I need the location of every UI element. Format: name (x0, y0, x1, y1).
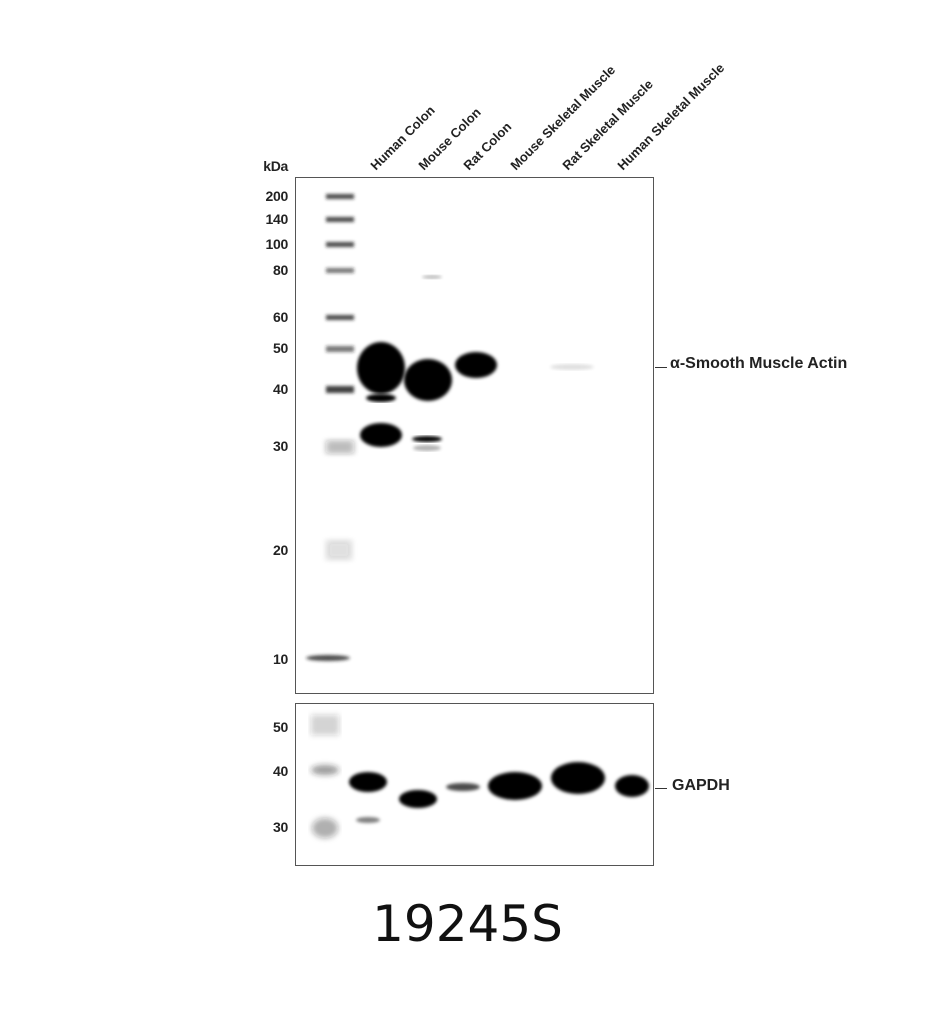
product-code: 19245S (372, 895, 563, 953)
lower-bands (349, 762, 649, 823)
marker-10: 10 (273, 651, 288, 667)
lower-target-label: GAPDH (672, 777, 730, 794)
marker-40: 40 (273, 381, 288, 397)
marker-140: 140 (265, 211, 289, 227)
kda-label: kDa (263, 158, 288, 174)
lower-marker-40: 40 (273, 763, 288, 779)
ladder-lower (311, 715, 339, 838)
lower-marker-30: 30 (273, 819, 288, 835)
upper-target-label: α-Smooth Muscle Actin (670, 355, 848, 372)
marker-30: 30 (273, 438, 288, 454)
marker-20: 20 (273, 542, 288, 558)
upper-blot-panel (295, 177, 654, 694)
marker-50: 50 (273, 340, 288, 356)
marker-60: 60 (273, 309, 288, 325)
marker-100: 100 (265, 236, 289, 252)
gapdh-pointer-line (655, 788, 667, 789)
ladder-upper (306, 194, 354, 661)
upper-bands (357, 275, 594, 451)
lower-marker-50: 50 (273, 719, 288, 735)
marker-80: 80 (273, 262, 288, 278)
target-pointer-line (655, 367, 667, 368)
marker-200: 200 (265, 188, 289, 204)
